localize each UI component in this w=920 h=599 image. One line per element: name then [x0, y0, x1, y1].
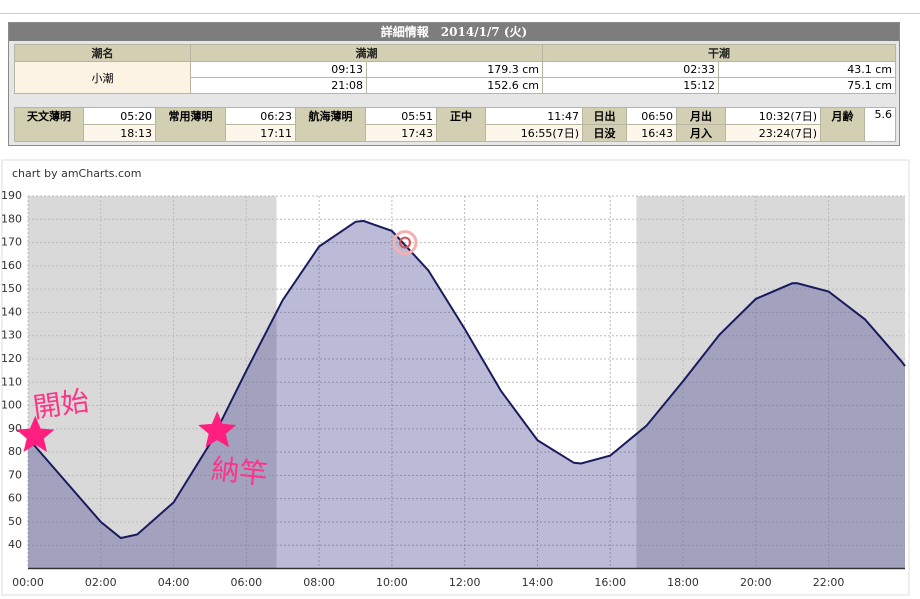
star — [198, 411, 237, 448]
cell: 10:32(7日) — [725, 107, 821, 125]
date: 2014/1/7 (火) — [440, 25, 528, 39]
cell: 15:12 — [542, 77, 719, 94]
header-cell: 干潮 — [542, 44, 896, 62]
cell: 16:55(7日) — [485, 124, 583, 142]
cell: 16:43 — [626, 124, 677, 142]
cell: 05:20 — [83, 107, 156, 125]
top-rule — [0, 13, 920, 14]
credit: chart by amCharts.com — [12, 167, 142, 180]
x-tick-label: 02:00 — [85, 576, 117, 589]
panel-title: 詳細情報 2014/1/7 (火) — [9, 23, 899, 41]
y-tick-label: 40 — [8, 538, 22, 551]
cell: 17:11 — [225, 124, 296, 142]
label: 天文薄明 — [14, 107, 84, 142]
y-tick-label: 100 — [1, 399, 22, 412]
y-tick-label: 70 — [8, 468, 22, 481]
y-tick-label: 50 — [8, 515, 22, 528]
label: 日出 — [582, 107, 627, 125]
y-tick-label: 110 — [1, 375, 22, 388]
label: 日没 — [582, 124, 627, 142]
label: 航海薄明 — [295, 107, 366, 142]
label: 月出 — [676, 107, 726, 125]
x-tick-label: 14:00 — [522, 576, 554, 589]
y-tick-label: 170 — [1, 236, 22, 249]
x-tick-label: 20:00 — [740, 576, 772, 589]
y-tick-label: 140 — [1, 305, 22, 318]
x-tick-label: 04:00 — [158, 576, 190, 589]
y-tick-label: 90 — [8, 422, 22, 435]
x-tick-label: 06:00 — [230, 576, 262, 589]
x-tick-label: 00:00 — [12, 576, 44, 589]
astro-table: 天文薄明 05:20 常用薄明 06:23 航海薄明 05:51 正中 11:47 日出… — [14, 107, 896, 142]
y-tick-label: 190 — [1, 189, 22, 202]
cell: 43.1 cm — [718, 61, 896, 78]
cell: 21:08 — [190, 77, 367, 94]
y-tick-label: 60 — [8, 492, 22, 505]
star — [16, 415, 55, 452]
annotation: 納竿 — [210, 452, 269, 491]
cell: 5.6 — [864, 107, 896, 142]
x-tick-label: 18:00 — [667, 576, 699, 589]
cell: 11:47 — [485, 107, 583, 125]
cell: 09:13 — [190, 61, 367, 78]
x-tick-label: 08:00 — [303, 576, 335, 589]
x-tick-label: 16:00 — [594, 576, 626, 589]
y-tick-label: 130 — [1, 329, 22, 342]
x-tick-label: 12:00 — [449, 576, 481, 589]
tide-name: 小潮 — [14, 61, 191, 94]
title: 詳細情報 — [380, 25, 429, 39]
label: 月齢 — [820, 107, 865, 142]
area — [28, 220, 905, 569]
y-tick-label: 80 — [8, 445, 22, 458]
y-tick-label: 120 — [1, 352, 22, 365]
cursor-marker — [399, 236, 412, 249]
cell: 23:24(7日) — [725, 124, 821, 142]
detail-panel: 詳細情報 2014/1/7 (火) 潮名 満潮 干潮 小潮 09:13 179.3 cm 0… — [8, 22, 900, 146]
cell: 17:43 — [365, 124, 437, 142]
label: 正中 — [436, 107, 486, 142]
cell: 05:51 — [365, 107, 437, 125]
cell: 06:23 — [225, 107, 296, 125]
y-tick-label: 180 — [1, 212, 22, 225]
label: 常用薄明 — [155, 107, 226, 142]
line — [27, 219, 906, 540]
label: 月入 — [676, 124, 726, 142]
tide-table: 潮名 満潮 干潮 小潮 09:13 179.3 cm 02:33 43.1 cm 21:08… — [14, 44, 896, 94]
cell: 18:13 — [83, 124, 156, 142]
cell: 02:33 — [542, 61, 719, 78]
cell: 179.3 cm — [366, 61, 543, 78]
x-tick-label: 22:00 — [813, 576, 845, 589]
annotation: 開始 — [31, 384, 91, 424]
cursor-marker — [392, 230, 418, 256]
header-cell: 満潮 — [190, 44, 543, 62]
y-tick-label: 160 — [1, 259, 22, 272]
header-cell: 潮名 — [14, 44, 191, 62]
cell: 75.1 cm — [718, 77, 896, 94]
y-tick-label: 150 — [1, 282, 22, 295]
cell: 152.6 cm — [366, 77, 543, 94]
x-tick-label: 10:00 — [376, 576, 408, 589]
cell: 06:50 — [626, 107, 677, 125]
